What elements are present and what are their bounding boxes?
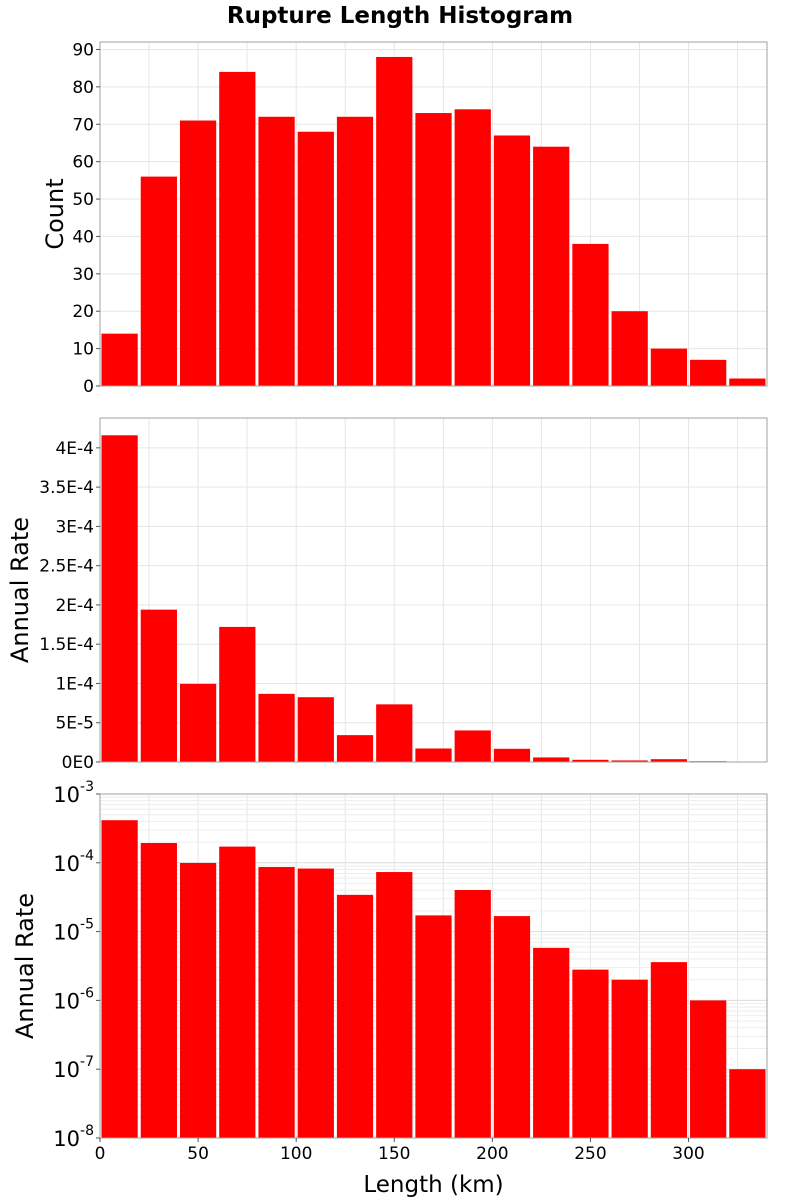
x-tick-label: 300 [672,1144,704,1164]
histogram-bar [415,113,451,386]
y-tick-label: 20 [72,302,94,322]
histogram-bar [729,1069,765,1138]
histogram-bar [415,915,451,1138]
histogram-bar [651,962,687,1138]
histogram-bar [298,697,334,762]
y-tick-label: 0 [83,377,94,397]
y-tick-label: 10-3 [53,779,94,807]
y-tick-label: 10 [72,340,94,360]
y-tick-label: 2.5E-4 [39,557,94,577]
histogram-bar [298,869,334,1138]
y-tick-label: 3.5E-4 [39,478,94,498]
y-tick-label: 5E-5 [55,714,94,734]
histogram-bar [690,360,726,386]
y-tick-label: 60 [72,153,94,173]
histogram-bar [337,735,373,762]
y-tick-label: 10-5 [53,917,94,945]
histogram-bar [415,748,451,762]
x-axis-label: Length (km) [363,1172,503,1198]
y-tick-label: 10-4 [53,848,94,876]
histogram-bar [102,435,138,762]
histogram-bar [376,872,412,1138]
y-tick-label: 1E-4 [55,674,94,694]
histogram-bar [219,72,255,386]
histogram-bar [455,730,491,762]
y-tick-label: 70 [72,115,94,135]
y-tick-label: 90 [72,40,94,60]
histogram-bar [612,980,648,1138]
histogram-bar [455,890,491,1138]
x-tick-label: 200 [476,1144,508,1164]
y-tick-label: 3E-4 [55,517,94,537]
histogram-bar [102,820,138,1138]
histogram-bar [533,948,569,1138]
histogram-bar [219,627,255,762]
y-tick-label: 4E-4 [55,439,94,459]
histogram-bar [533,147,569,386]
histogram-bar [258,694,294,762]
x-tick-label: 0 [95,1144,106,1164]
y-tick-label: 2E-4 [55,596,94,616]
histogram-bar [494,135,530,386]
x-tick-label: 100 [280,1144,312,1164]
y-axis-label-annual-rate-log: Annual Rate [11,893,39,1039]
histogram-bar [494,916,530,1138]
histogram-bar [612,311,648,386]
histogram-bar [298,132,334,386]
x-tick-label: 150 [378,1144,410,1164]
histogram-bar [376,57,412,386]
histogram-bar [729,379,765,386]
panel-annual-rate-log: 10-8 10-7 10-6 10-5 10-4 10-3 0 50 100 150 200 250 3… [11,779,767,1198]
histogram-bar [141,843,177,1138]
panel-annual-rate-linear: 0E0 5E-5 1E-4 1.5E-4 2E-4 2.5E-4 3E-4 3.5E-4 4E-… [6,418,767,773]
y-tick-label: 1.5E-4 [39,635,94,655]
y-tick-label: 10-7 [53,1054,94,1082]
histogram-bar [258,117,294,386]
y-tick-label: 40 [72,227,94,247]
y-axis-label-annual-rate: Annual Rate [6,517,34,663]
histogram-bar [141,177,177,386]
histogram-bar [337,895,373,1138]
histogram-bar [494,749,530,762]
histogram-bar [455,109,491,386]
histogram-bar [533,757,569,762]
histogram-bar [180,863,216,1138]
histogram-bar [337,117,373,386]
histogram-bar [376,704,412,762]
y-axis-label-count: Count [41,178,69,249]
figure-title: Rupture Length Histogram [227,3,573,29]
y-tick-label: 30 [72,265,94,285]
y-tick-label: 0E0 [62,753,94,773]
x-tick-label: 250 [574,1144,606,1164]
histogram-bar [141,610,177,762]
histogram-bar [572,244,608,386]
panel-count-histogram: 0 10 20 30 40 50 60 70 80 90 Count [41,40,767,397]
histogram-bar [180,121,216,386]
y-tick-label: 10-8 [53,1123,94,1151]
y-tick-label: 50 [72,190,94,210]
histogram-bar [572,970,608,1138]
histogram-bar [690,1000,726,1138]
histogram-bar [651,349,687,386]
x-tick-label: 50 [187,1144,209,1164]
histogram-bar [180,684,216,762]
histogram-bar [219,847,255,1138]
y-tick-label: 10-6 [53,985,94,1013]
y-tick-label: 80 [72,78,94,98]
histogram-bar [258,867,294,1138]
histogram-bar [102,334,138,386]
